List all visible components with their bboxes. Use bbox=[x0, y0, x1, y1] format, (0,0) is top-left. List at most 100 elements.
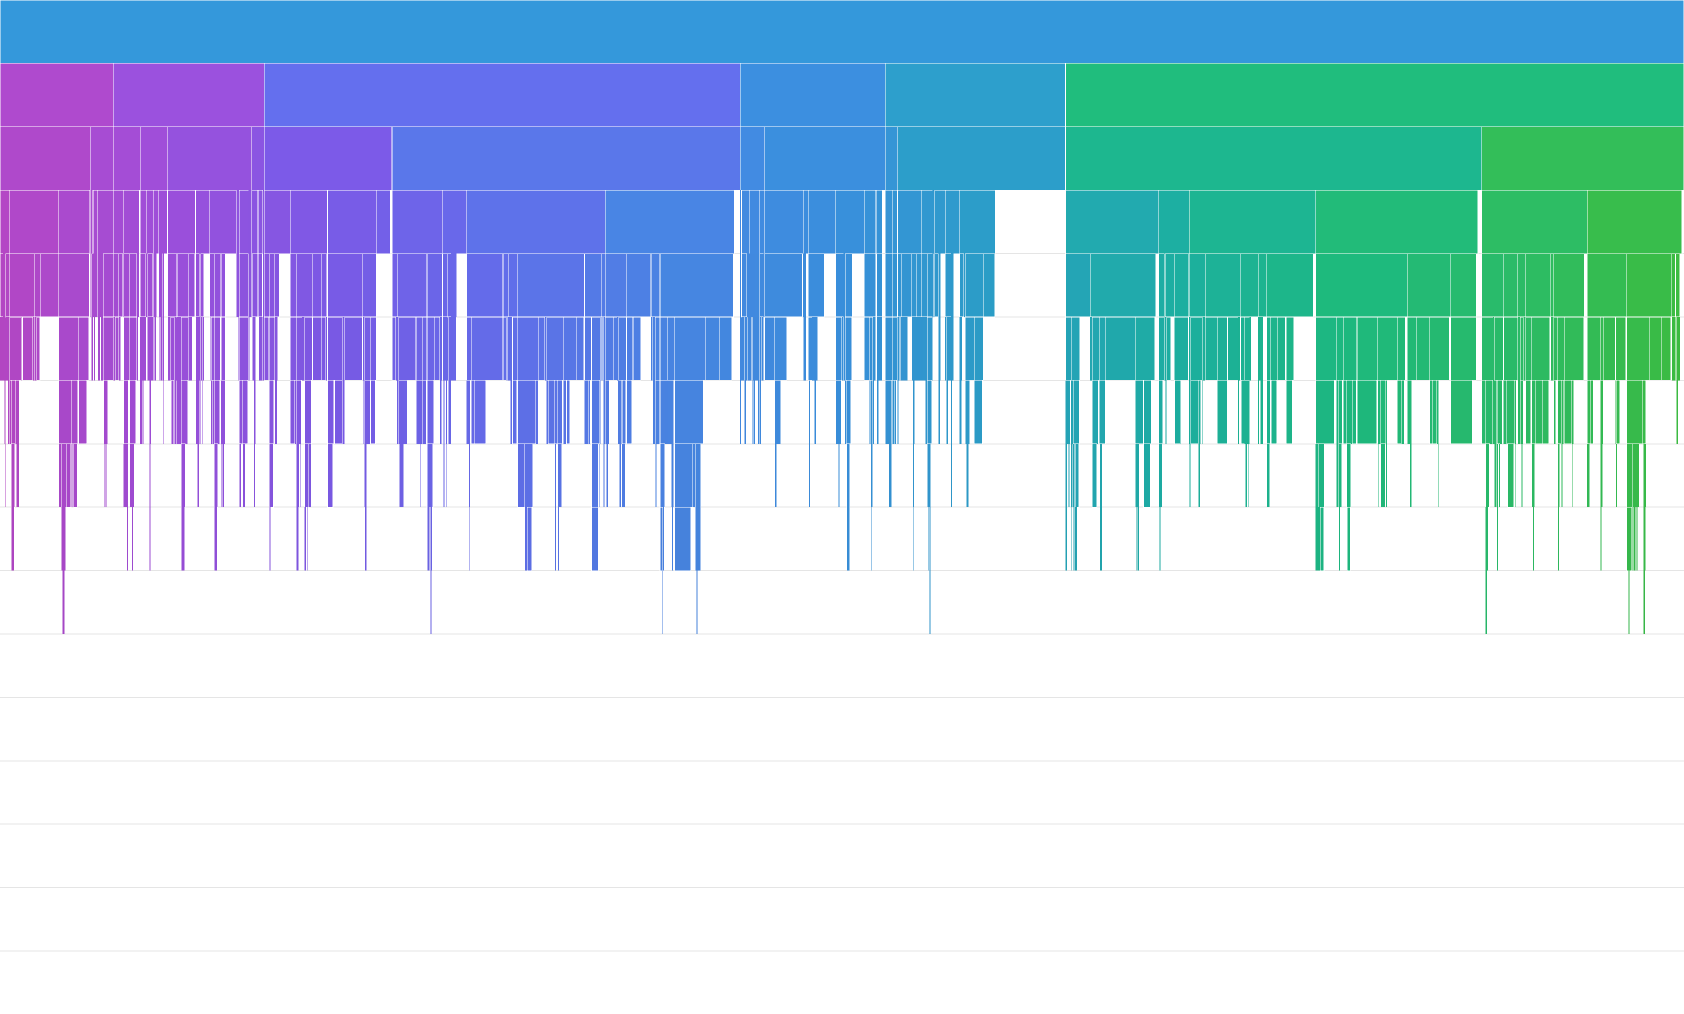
icicle-cell-depth-7[interactable] bbox=[254, 443, 255, 508]
icicle-cell-depth-7[interactable] bbox=[870, 443, 873, 508]
icicle-cell-depth-6[interactable] bbox=[425, 380, 426, 444]
icicle-cell-depth-6[interactable] bbox=[1407, 380, 1409, 444]
icicle-cell-depth-5[interactable] bbox=[921, 317, 924, 381]
icicle-cell-depth-5[interactable] bbox=[312, 316, 322, 381]
icicle-cell-depth-4[interactable] bbox=[391, 253, 398, 318]
icicle-cell-depth-7[interactable] bbox=[1135, 443, 1137, 508]
icicle-cell-depth-2[interactable] bbox=[263, 126, 393, 191]
icicle-cell-depth-3[interactable] bbox=[944, 189, 960, 254]
icicle-cell-depth-5[interactable] bbox=[296, 316, 303, 381]
icicle-cell-depth-4[interactable] bbox=[236, 253, 238, 317]
icicle-cell-depth-8[interactable] bbox=[183, 507, 185, 571]
icicle-cell-depth-4[interactable] bbox=[1550, 253, 1555, 318]
icicle-cell-depth-5[interactable] bbox=[841, 317, 844, 381]
icicle-cell-depth-5[interactable] bbox=[136, 317, 139, 381]
icicle-cell-depth-7[interactable] bbox=[1092, 443, 1097, 508]
icicle-cell-depth-8[interactable] bbox=[1159, 507, 1161, 571]
icicle-cell-depth-6[interactable] bbox=[175, 380, 177, 444]
icicle-cell-depth-4[interactable] bbox=[601, 253, 606, 318]
icicle-cell-depth-7[interactable] bbox=[127, 443, 129, 508]
icicle-cell-depth-6[interactable] bbox=[171, 380, 173, 444]
icicle-cell-depth-5[interactable] bbox=[1557, 316, 1565, 381]
icicle-cell-depth-4[interactable] bbox=[1525, 253, 1552, 318]
icicle-cell-depth-6[interactable] bbox=[1385, 380, 1387, 444]
icicle-cell-depth-4[interactable] bbox=[58, 253, 90, 318]
icicle-cell-depth-8[interactable] bbox=[1100, 507, 1102, 571]
icicle-cell-depth-6[interactable] bbox=[566, 380, 571, 445]
icicle-cell-depth-6[interactable] bbox=[197, 380, 199, 444]
icicle-cell-depth-5[interactable] bbox=[197, 317, 200, 381]
icicle-cell-depth-5[interactable] bbox=[448, 317, 452, 381]
icicle-cell-depth-6[interactable] bbox=[222, 380, 224, 444]
icicle-cell-depth-3[interactable] bbox=[749, 189, 761, 254]
icicle-cell-depth-3[interactable] bbox=[96, 189, 114, 254]
icicle-cell-depth-5[interactable] bbox=[1205, 316, 1218, 381]
icicle-cell-depth-5[interactable] bbox=[254, 317, 256, 381]
icicle-cell-depth-6[interactable] bbox=[894, 380, 897, 444]
icicle-cell-depth-6[interactable] bbox=[626, 380, 633, 445]
icicle-cell-depth-7[interactable] bbox=[296, 443, 299, 508]
icicle-cell-depth-7[interactable] bbox=[1338, 443, 1341, 508]
icicle-cell-depth-7[interactable] bbox=[929, 443, 931, 508]
icicle-cell-depth-5[interactable] bbox=[744, 317, 747, 381]
icicle-cell-depth-7[interactable] bbox=[1626, 443, 1633, 508]
icicle-cell-depth-4[interactable] bbox=[153, 253, 155, 317]
icicle-cell-depth-5[interactable] bbox=[1189, 317, 1191, 381]
icicle-cell-depth-5[interactable] bbox=[740, 317, 742, 381]
icicle-cell-depth-5[interactable] bbox=[1238, 317, 1240, 381]
icicle-cell-depth-5[interactable] bbox=[268, 316, 276, 381]
icicle-cell-depth-4[interactable] bbox=[844, 253, 853, 318]
icicle-cell-depth-5[interactable] bbox=[189, 317, 191, 381]
icicle-cell-depth-8[interactable] bbox=[1318, 507, 1321, 571]
icicle-cell-depth-4[interactable] bbox=[507, 253, 519, 318]
icicle-cell-depth-5[interactable] bbox=[959, 317, 963, 381]
icicle-cell-depth-6[interactable] bbox=[671, 380, 674, 444]
icicle-cell-depth-5[interactable] bbox=[6, 317, 7, 381]
icicle-cell-depth-6[interactable] bbox=[103, 380, 106, 444]
icicle-cell-depth-6[interactable] bbox=[172, 380, 174, 444]
icicle-cell-depth-4[interactable] bbox=[1553, 253, 1585, 318]
icicle-cell-depth-4[interactable] bbox=[274, 253, 280, 318]
icicle-cell-depth-6[interactable] bbox=[744, 380, 746, 444]
icicle-cell-depth-6[interactable] bbox=[607, 380, 609, 444]
icicle-cell-depth-5[interactable] bbox=[445, 317, 448, 381]
icicle-cell-depth-6[interactable] bbox=[1336, 380, 1339, 444]
icicle-cell-depth-8[interactable] bbox=[927, 507, 929, 571]
icicle-cell-depth-4[interactable] bbox=[158, 253, 161, 317]
icicle-cell-depth-5[interactable] bbox=[433, 316, 441, 381]
icicle-cell-depth-7[interactable] bbox=[659, 443, 665, 508]
icicle-cell-depth-6[interactable] bbox=[440, 380, 442, 444]
icicle-cell-depth-7[interactable] bbox=[308, 443, 312, 508]
icicle-cell-depth-7[interactable] bbox=[1497, 443, 1499, 508]
icicle-cell-depth-8[interactable] bbox=[306, 507, 308, 571]
icicle-cell-depth-7[interactable] bbox=[1378, 443, 1380, 508]
icicle-cell-depth-6[interactable] bbox=[4, 380, 6, 444]
icicle-cell-depth-5[interactable] bbox=[1649, 316, 1663, 381]
icicle-cell-depth-6[interactable] bbox=[180, 380, 182, 444]
icicle-cell-depth-2[interactable] bbox=[1065, 126, 1483, 191]
icicle-cell-depth-7[interactable] bbox=[469, 443, 471, 508]
icicle-cell-depth-5[interactable] bbox=[327, 316, 343, 381]
icicle-cell-depth-6[interactable] bbox=[563, 380, 567, 444]
icicle-cell-depth-5[interactable] bbox=[1531, 316, 1551, 381]
icicle-cell-depth-7[interactable] bbox=[401, 443, 404, 508]
icicle-cell-depth-4[interactable] bbox=[933, 253, 935, 317]
icicle-cell-depth-5[interactable] bbox=[452, 317, 454, 381]
icicle-cell-depth-6[interactable] bbox=[1356, 380, 1378, 445]
icicle-cell-depth-3[interactable] bbox=[1481, 189, 1588, 254]
icicle-cell-depth-5[interactable] bbox=[927, 316, 933, 381]
icicle-cell-depth-6[interactable] bbox=[448, 380, 451, 444]
icicle-cell-depth-5[interactable] bbox=[3, 317, 5, 381]
icicle-cell-depth-7[interactable] bbox=[446, 443, 447, 508]
icicle-cell-depth-5[interactable] bbox=[546, 316, 564, 381]
icicle-cell-depth-8[interactable] bbox=[1497, 507, 1499, 571]
icicle-cell-depth-8[interactable] bbox=[1558, 507, 1560, 571]
icicle-cell-depth-6[interactable] bbox=[1615, 380, 1621, 445]
icicle-cell-depth-4[interactable] bbox=[808, 253, 825, 318]
icicle-cell-depth-4[interactable] bbox=[118, 253, 124, 318]
icicle-cell-depth-5[interactable] bbox=[925, 317, 928, 381]
icicle-cell-depth-4[interactable] bbox=[741, 253, 748, 318]
icicle-cell-depth-7[interactable] bbox=[1317, 443, 1325, 508]
icicle-cell-depth-8[interactable] bbox=[270, 507, 271, 571]
icicle-cell-depth-3[interactable] bbox=[764, 189, 804, 254]
